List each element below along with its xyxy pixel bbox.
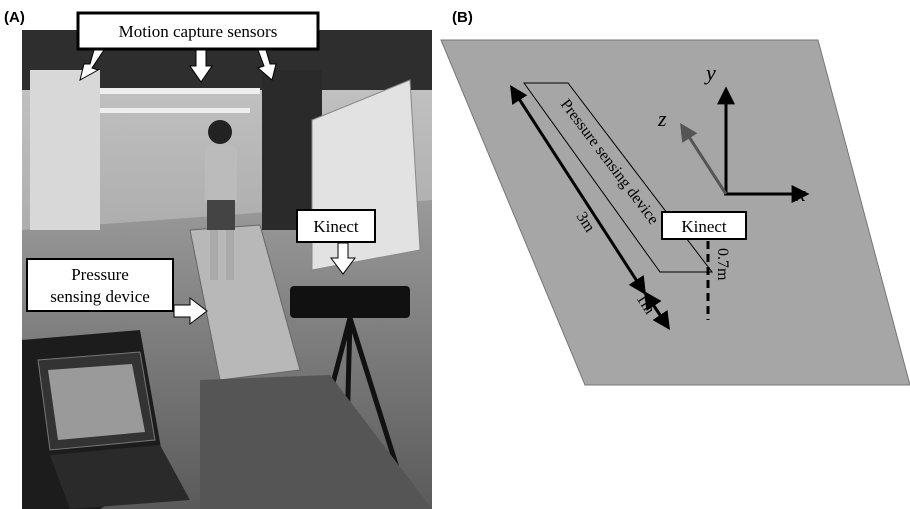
axis-label: z [657,106,667,131]
callout-text: Kinect [313,217,359,236]
axis-label: x [795,181,806,206]
callout-text: Motion capture sensors [119,22,278,41]
gap-arrow [644,291,670,330]
panel-label: (A) [4,9,25,26]
axis-label: y [704,60,716,85]
offset-label: 0.7m [714,248,731,281]
kinect-box [661,211,747,240]
length-arrow [510,84,646,296]
callout-motion: Motion capture sensors [76,11,320,83]
callout-text: Pressure [71,265,129,284]
photo [22,30,432,509]
callout-pressure: Pressure sensing device [26,258,208,326]
kinect-label: Kinect [681,217,727,236]
axes: y z x [657,60,810,206]
callout-kinect: Kinect [296,209,376,275]
panel-label: (B) [452,9,473,26]
callout-text: sensing device [50,287,150,306]
